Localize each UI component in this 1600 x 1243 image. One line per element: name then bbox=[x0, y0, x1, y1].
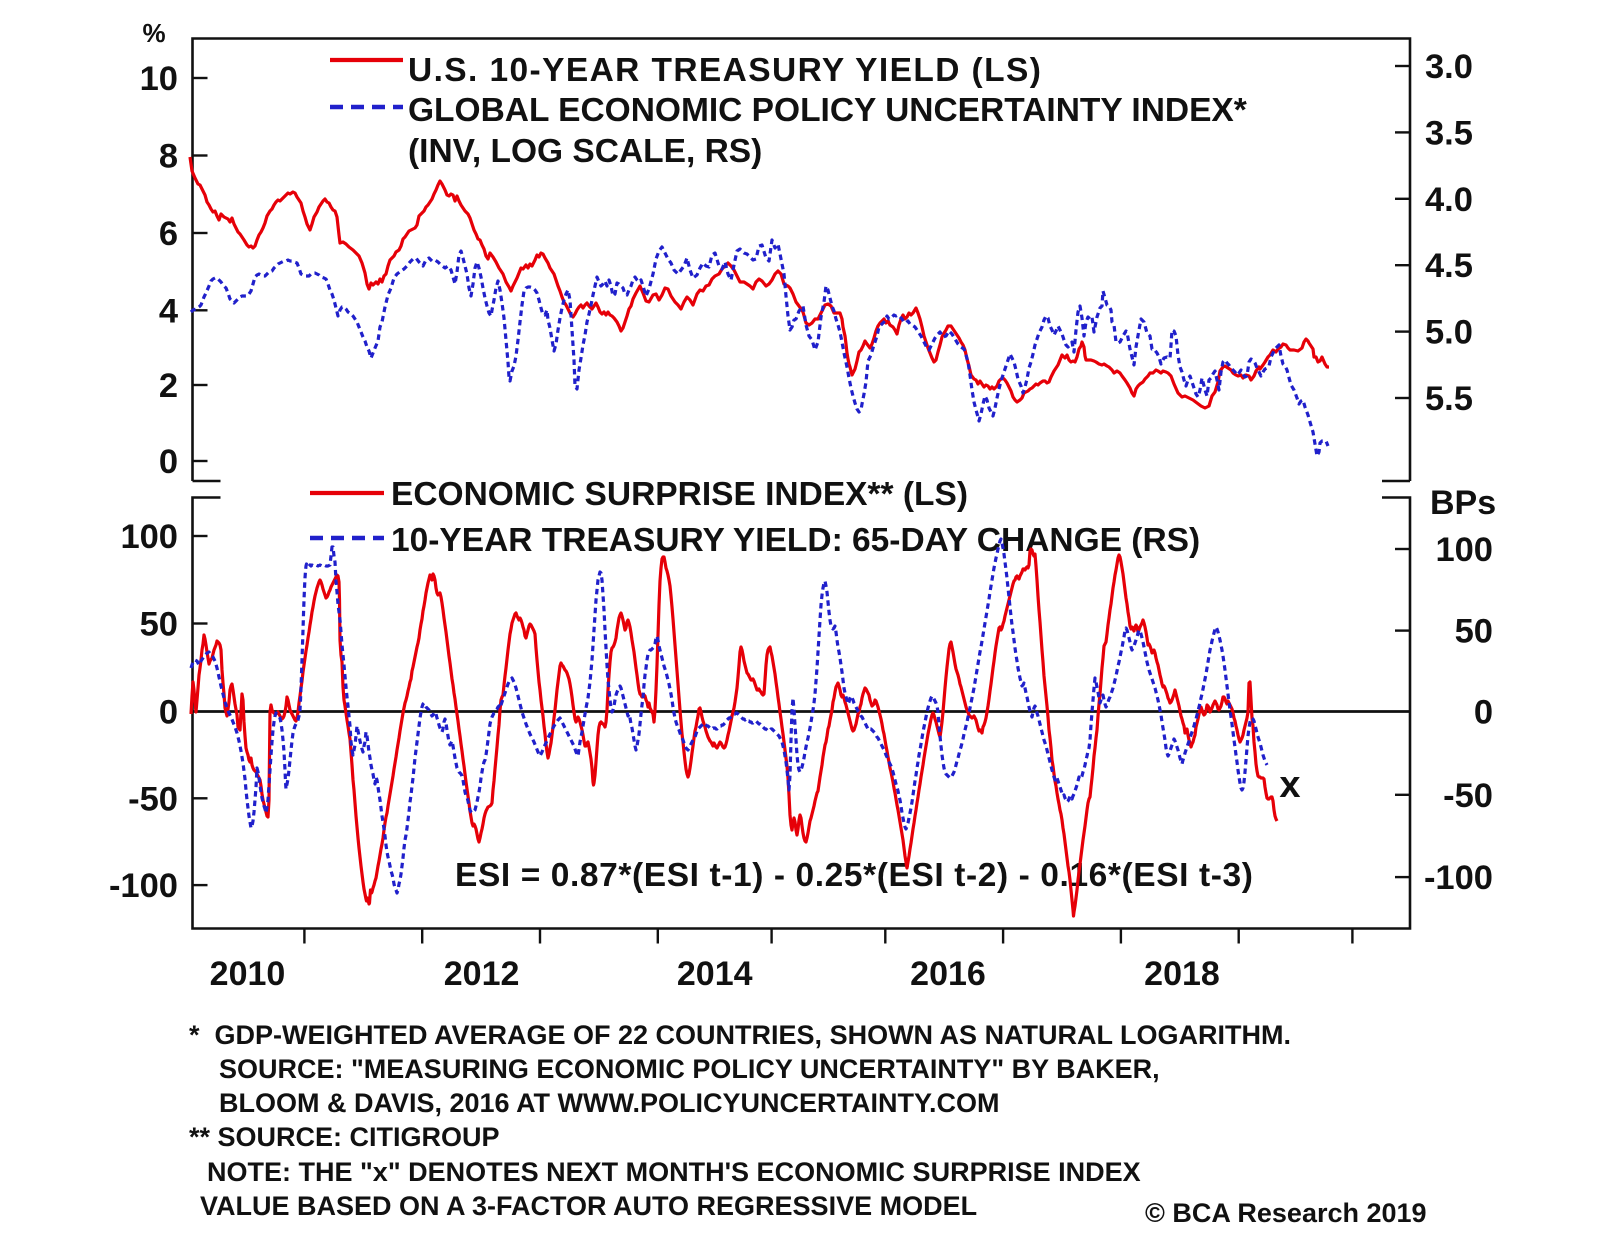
svg-text:** SOURCE: CITIGROUP: ** SOURCE: CITIGROUP bbox=[189, 1122, 500, 1152]
svg-text:SOURCE: "MEASURING ECONOMIC PO: SOURCE: "MEASURING ECONOMIC POLICY UNCER… bbox=[219, 1054, 1160, 1084]
svg-text:10: 10 bbox=[140, 60, 178, 98]
svg-text:6: 6 bbox=[159, 215, 178, 253]
svg-text:ECONOMIC SURPRISE INDEX** (LS): ECONOMIC SURPRISE INDEX** (LS) bbox=[391, 476, 968, 513]
svg-text:10-YEAR TREASURY YIELD: 65-DAY: 10-YEAR TREASURY YIELD: 65-DAY CHANGE (R… bbox=[391, 522, 1200, 559]
svg-text:4.0: 4.0 bbox=[1425, 181, 1473, 219]
svg-text:U.S. 10-YEAR TREASURY YIELD (L: U.S. 10-YEAR TREASURY YIELD (LS) bbox=[408, 52, 1042, 89]
svg-text:-100: -100 bbox=[1424, 859, 1493, 897]
svg-text:NOTE: THE "x" DENOTES NEXT MON: NOTE: THE "x" DENOTES NEXT MONTH'S ECONO… bbox=[207, 1157, 1141, 1187]
svg-text:* GDP-WEIGHTED AVERAGE OF 22: * GDP-WEIGHTED AVERAGE OF 22 COUNTRIES, … bbox=[189, 1020, 1291, 1050]
svg-text:BLOOM & DAVIS, 2016 AT WWW.POL: BLOOM & DAVIS, 2016 AT WWW.POLICYUNCERTA… bbox=[219, 1088, 1000, 1118]
svg-text:0: 0 bbox=[159, 443, 178, 481]
svg-text:BPs: BPs bbox=[1430, 484, 1496, 522]
svg-text:100: 100 bbox=[120, 518, 178, 556]
svg-text:2010: 2010 bbox=[210, 955, 286, 993]
svg-text:2014: 2014 bbox=[677, 955, 753, 993]
svg-text:VALUE BASED ON A 3-FACTOR AUTO: VALUE BASED ON A 3-FACTOR AUTO REGRESSIV… bbox=[200, 1191, 977, 1221]
svg-text:4: 4 bbox=[159, 292, 178, 330]
svg-text:GLOBAL ECONOMIC POLICY UNCERTA: GLOBAL ECONOMIC POLICY UNCERTAINTY INDEX… bbox=[408, 92, 1247, 129]
svg-text:3.5: 3.5 bbox=[1425, 114, 1473, 152]
svg-text:50: 50 bbox=[1455, 613, 1493, 651]
svg-text:0: 0 bbox=[1474, 694, 1493, 732]
svg-text:(INV, LOG SCALE, RS): (INV, LOG SCALE, RS) bbox=[408, 133, 762, 170]
svg-text:5.5: 5.5 bbox=[1425, 380, 1473, 418]
svg-text:50: 50 bbox=[140, 606, 178, 644]
svg-text:4.5: 4.5 bbox=[1425, 247, 1473, 285]
svg-text:5.0: 5.0 bbox=[1425, 314, 1473, 352]
svg-text:-100: -100 bbox=[109, 867, 178, 905]
svg-text:2012: 2012 bbox=[444, 955, 520, 993]
svg-text:%: % bbox=[142, 18, 165, 48]
svg-text:2018: 2018 bbox=[1144, 955, 1220, 993]
svg-text:ESI = 0.87*(ESI t-1) - 0.25*(E: ESI = 0.87*(ESI t-1) - 0.25*(ESI t-2) - … bbox=[455, 857, 1254, 894]
svg-text:x: x bbox=[1279, 764, 1300, 806]
svg-text:-50: -50 bbox=[1443, 777, 1493, 815]
svg-text:2016: 2016 bbox=[910, 955, 986, 993]
svg-text:3.0: 3.0 bbox=[1425, 48, 1473, 86]
svg-text:8: 8 bbox=[159, 138, 178, 176]
svg-text:100: 100 bbox=[1435, 531, 1493, 569]
svg-text:2: 2 bbox=[159, 367, 178, 405]
svg-text:-50: -50 bbox=[128, 780, 178, 818]
svg-text:0: 0 bbox=[159, 694, 178, 732]
svg-text:© BCA Research 2019: © BCA Research 2019 bbox=[1145, 1198, 1427, 1228]
